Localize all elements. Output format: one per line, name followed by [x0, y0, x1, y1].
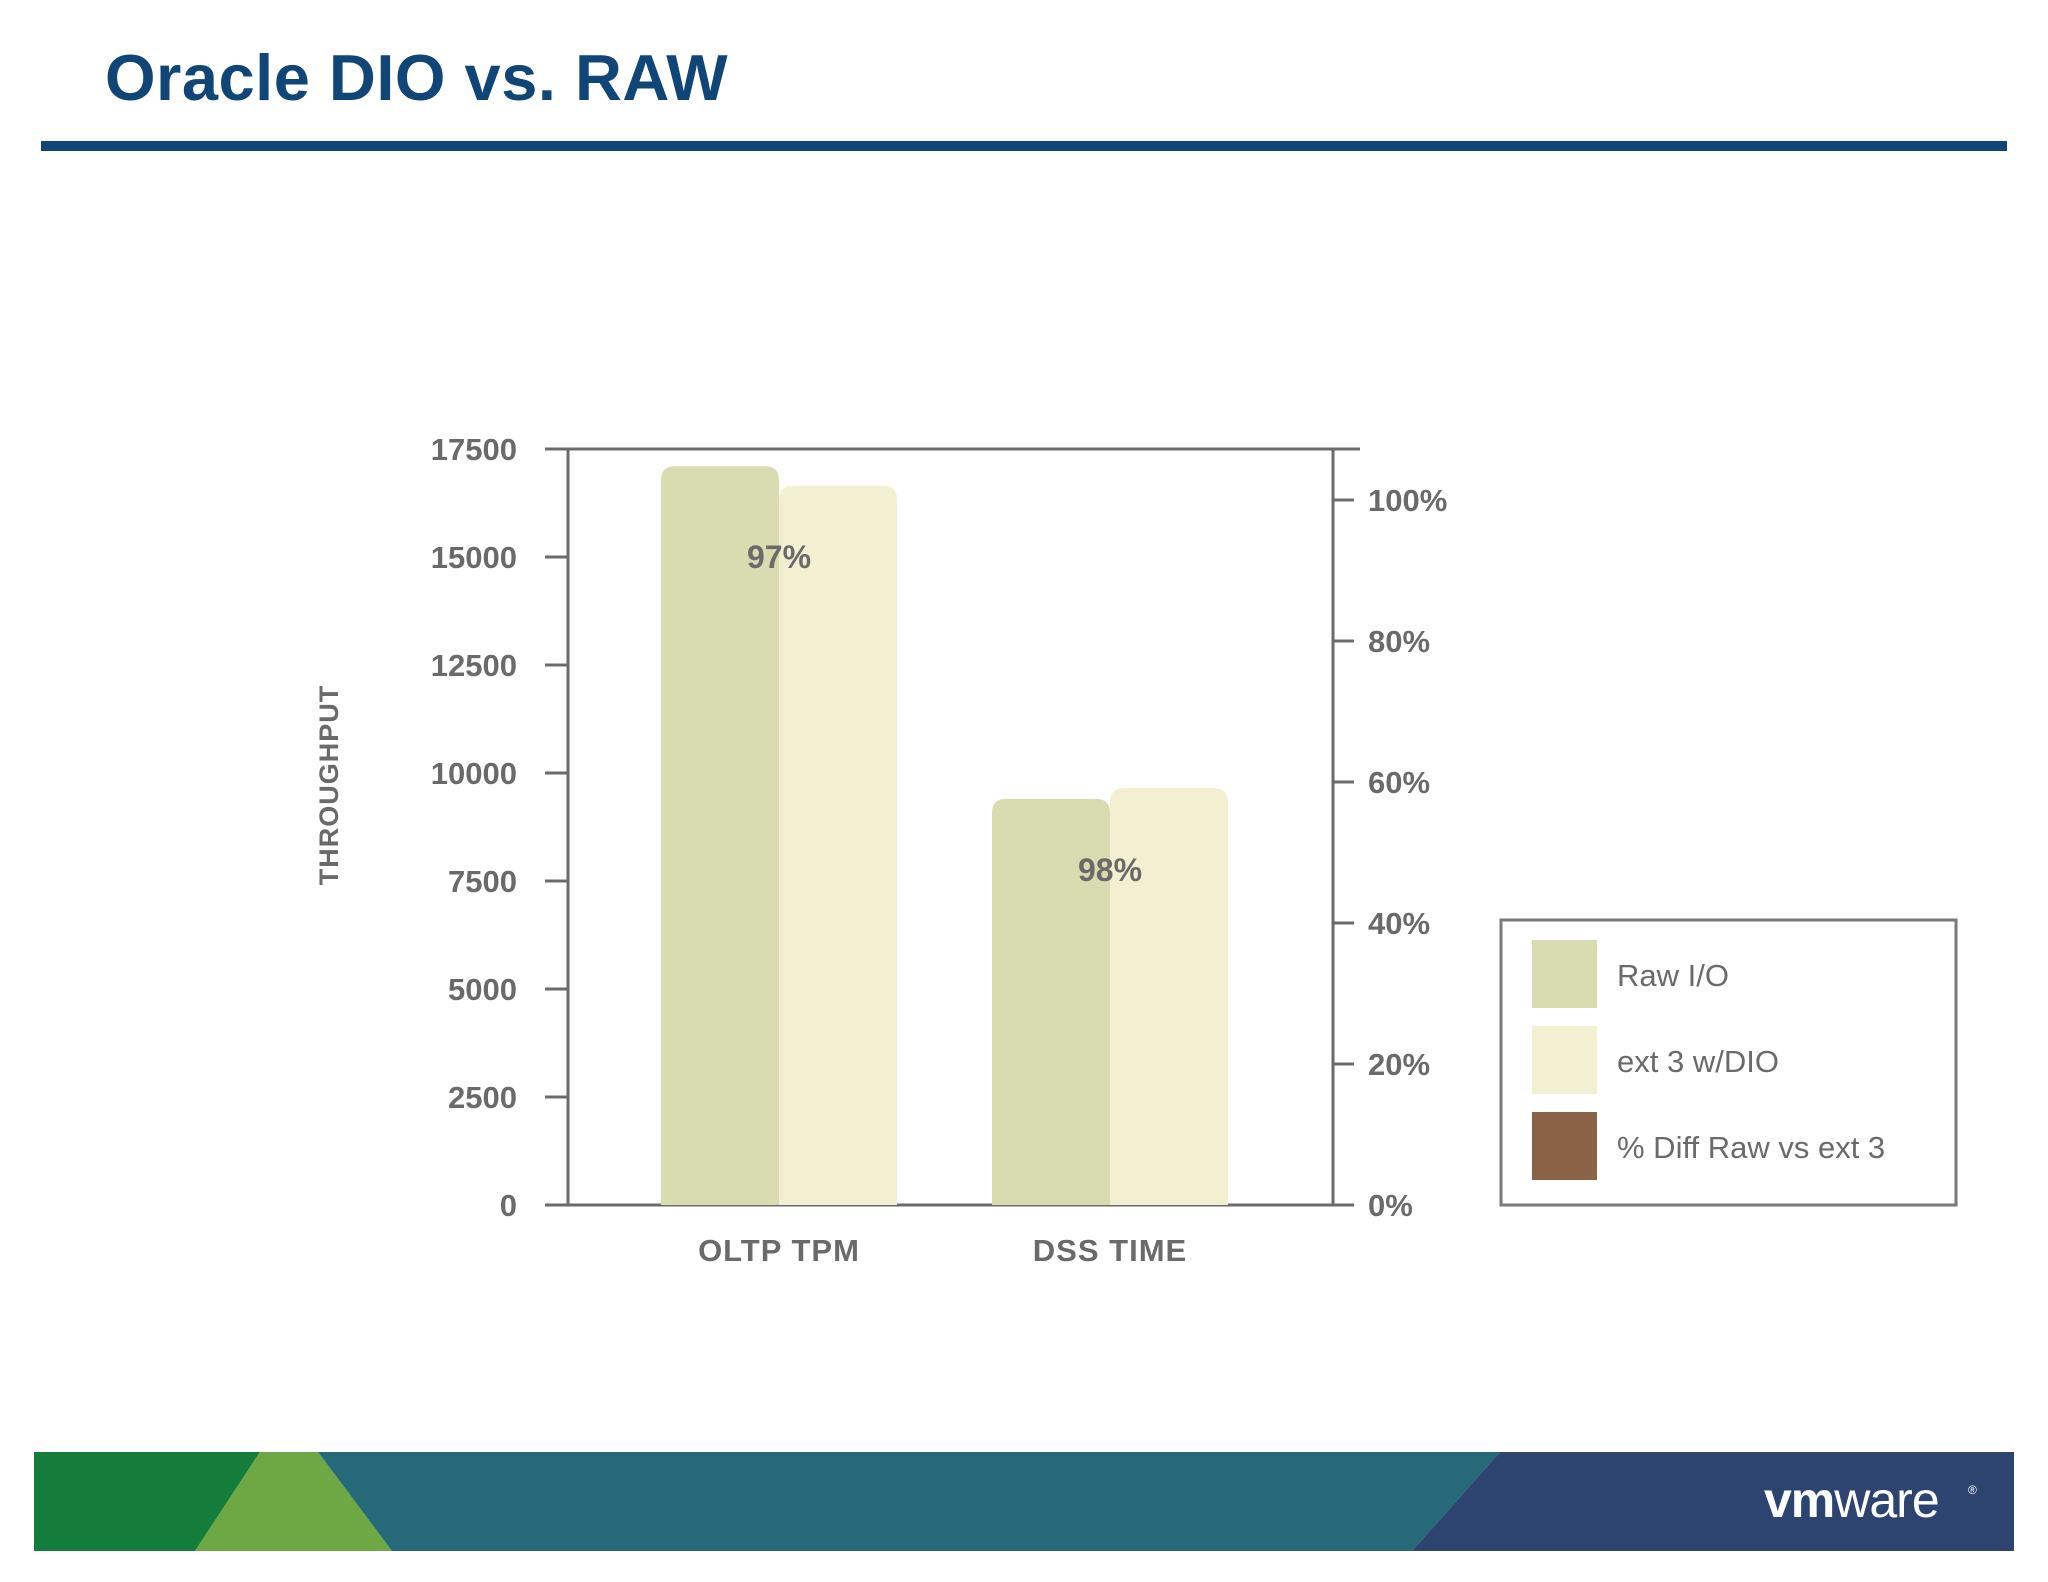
title-divider — [41, 141, 2007, 151]
y-tick-label: 12500 — [431, 648, 517, 683]
y-tick-label: 7500 — [448, 864, 517, 899]
bar-raw-io — [661, 466, 779, 1205]
y-tick-label: 10000 — [431, 756, 517, 791]
legend-swatch — [1532, 1112, 1597, 1180]
y-axis-title: THROUGHPUT — [314, 685, 344, 886]
bar-ext3-dio — [779, 485, 897, 1206]
y2-tick-label: 40% — [1368, 906, 1430, 941]
legend-label: Raw I/O — [1617, 958, 1729, 993]
footer-green-dark — [34, 1452, 260, 1551]
y-tick-label: 5000 — [448, 972, 517, 1007]
y2-tick-label: 100% — [1368, 483, 1447, 518]
vmware-logo: vmware — [1764, 1472, 1939, 1528]
bar-raw-io — [992, 798, 1110, 1205]
y2-tick-label: 20% — [1368, 1047, 1430, 1082]
y-tick-label: 15000 — [431, 540, 517, 575]
x-category-label: DSS TIME — [1033, 1233, 1187, 1268]
y-tick-label: 0 — [500, 1188, 517, 1223]
registered-mark: ® — [1968, 1483, 1977, 1497]
logo-vm: vm — [1764, 1472, 1834, 1528]
pct-diff-label: 97% — [747, 539, 811, 575]
pct-diff-label: 98% — [1078, 852, 1142, 888]
y2-tick-label: 0% — [1368, 1188, 1413, 1223]
y2-tick-label: 80% — [1368, 624, 1430, 659]
legend-label: ext 3 w/DIO — [1617, 1044, 1779, 1079]
y-tick-label: 17500 — [431, 432, 517, 467]
legend-swatch — [1532, 940, 1597, 1008]
slide-title: Oracle DIO vs. RAW — [105, 41, 729, 114]
y-tick-label: 2500 — [448, 1080, 517, 1115]
logo-ware: ware — [1833, 1472, 1938, 1528]
throughput-chart: 0 2500 5000 7500 10000 12500 15000 17500 0% 20% 40… — [314, 432, 1958, 1268]
x-category-label: OLTP TPM — [698, 1233, 860, 1268]
footer-teal — [318, 1452, 1500, 1551]
legend-label: % Diff Raw vs ext 3 — [1617, 1130, 1885, 1165]
legend-swatch — [1532, 1026, 1597, 1094]
footer-navy — [1412, 1452, 2014, 1551]
y2-tick-label: 60% — [1368, 765, 1430, 800]
footer-green-light — [195, 1452, 392, 1551]
bar-ext3-dio — [1110, 788, 1228, 1205]
